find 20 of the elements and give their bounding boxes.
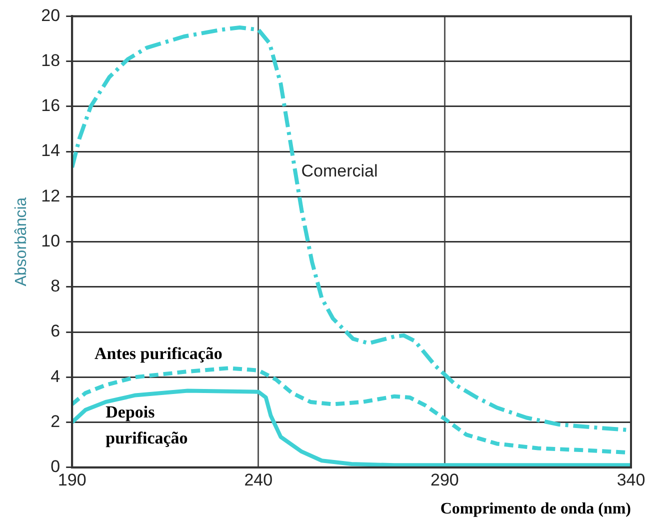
y-tick-label: 6	[50, 322, 60, 341]
x-tick-label: 290	[430, 470, 459, 490]
y-tick-label: 12	[41, 186, 60, 206]
y-tick-label: 4	[50, 366, 60, 386]
y-tick-label: 14	[41, 141, 60, 160]
series-label: Antes purificação	[94, 344, 222, 363]
y-tick-label: 10	[41, 231, 60, 250]
x-axis-title: Comprimento de onda (nm)	[440, 500, 631, 518]
y-tick-label: 16	[41, 96, 60, 116]
x-tick-label: 240	[244, 470, 273, 490]
x-tick-label: 190	[58, 470, 86, 490]
x-tick-label: 340	[616, 470, 646, 490]
y-tick-label: 20	[41, 6, 60, 25]
y-tick-label: 2	[50, 412, 60, 431]
y-tick-label: 0	[50, 457, 60, 476]
y-tick-label: 8	[50, 276, 60, 296]
series-label: Comercial	[301, 162, 378, 181]
y-tick-label: 18	[41, 51, 60, 70]
series-label: Depois purificação	[106, 402, 188, 448]
y-axis-title: Absorbância	[13, 197, 30, 286]
